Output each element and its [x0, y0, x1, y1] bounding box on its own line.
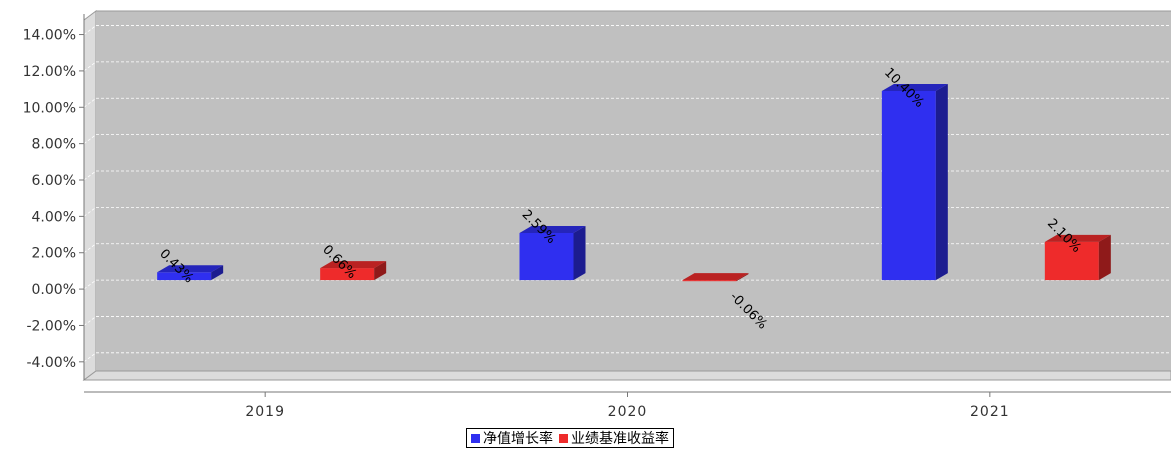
bar-side: [374, 261, 387, 281]
bar-side: [1098, 234, 1111, 281]
gridline-wall: [83, 61, 97, 72]
x-axis: 2019 2020 2021: [84, 391, 1171, 420]
y-tick-label: 2.00%: [32, 246, 76, 262]
bar-top: [157, 265, 224, 273]
legend-item-series-2: 业绩基准收益率: [559, 428, 669, 448]
legend-swatch-series-1: [471, 433, 480, 443]
bar-front: [157, 272, 212, 281]
x-tick-label: 2020: [608, 404, 648, 420]
bar-2019-series-1: [157, 265, 224, 281]
y-tick-label: 12.00%: [23, 64, 76, 80]
bar-front: [320, 268, 375, 281]
legend: 净值增长率 业绩基准收益率: [466, 428, 674, 448]
bar-top: [1044, 234, 1111, 242]
y-axis: 14.00% 12.00% 10.00% 8.00% 6.00% 4.00% 2.00% 0.…: [23, 14, 85, 380]
y-tick-label: 4.00%: [32, 209, 76, 225]
floor: [82, 370, 1171, 381]
plot-background: [82, 10, 1171, 381]
gridline-wall: [83, 352, 97, 363]
bar-side: [935, 84, 948, 281]
legend-item-series-1: 净值增长率: [471, 428, 553, 448]
bar-2020-series-1: [519, 226, 586, 281]
bar-side: [211, 265, 224, 281]
bar-top: [320, 261, 387, 269]
bar-2021-series-1: [881, 84, 948, 281]
gridline-wall: [83, 243, 97, 254]
legend-label-series-2: 业绩基准收益率: [571, 431, 669, 447]
bar-top: [519, 226, 586, 233]
y-tick-label: -2.00%: [26, 318, 76, 334]
bar-front: [519, 233, 574, 281]
bar-top: [881, 84, 948, 91]
y-tick-label: 8.00%: [32, 137, 76, 153]
bars: [157, 84, 1111, 282]
gridline-wall: [83, 97, 97, 108]
gridline-wall: [83, 279, 97, 290]
legend-swatch-series-2: [559, 433, 568, 443]
bar-side: [573, 226, 586, 281]
legend-label-series-1: 净值增长率: [483, 431, 553, 447]
y-tick-label: 10.00%: [23, 100, 76, 116]
y-tick-label: 0.00%: [32, 282, 76, 298]
bar-2020-series-2: [682, 273, 749, 282]
bar-front: [881, 91, 936, 281]
y-tick-label: 6.00%: [32, 173, 76, 189]
y-tick-label: -4.00%: [26, 355, 76, 371]
bar-top: [682, 273, 749, 281]
x-tick-label: 2021: [970, 404, 1010, 420]
x-tick-label: 2019: [245, 404, 285, 420]
gridline-wall: [83, 134, 97, 144]
bar-front: [1044, 241, 1099, 281]
bar-front: [682, 280, 737, 282]
gridline-wall: [83, 25, 97, 35]
bar-2019-series-2: [320, 261, 387, 281]
gridline-wall: [83, 170, 97, 181]
y-tick-label: 14.00%: [23, 28, 76, 44]
back-panel: [96, 11, 1171, 371]
bar-side: [736, 273, 749, 282]
gridline-wall: [83, 316, 97, 326]
bar-2021-series-2: [1044, 234, 1111, 281]
gridlines: [83, 25, 1171, 363]
gridline-wall: [83, 207, 97, 217]
